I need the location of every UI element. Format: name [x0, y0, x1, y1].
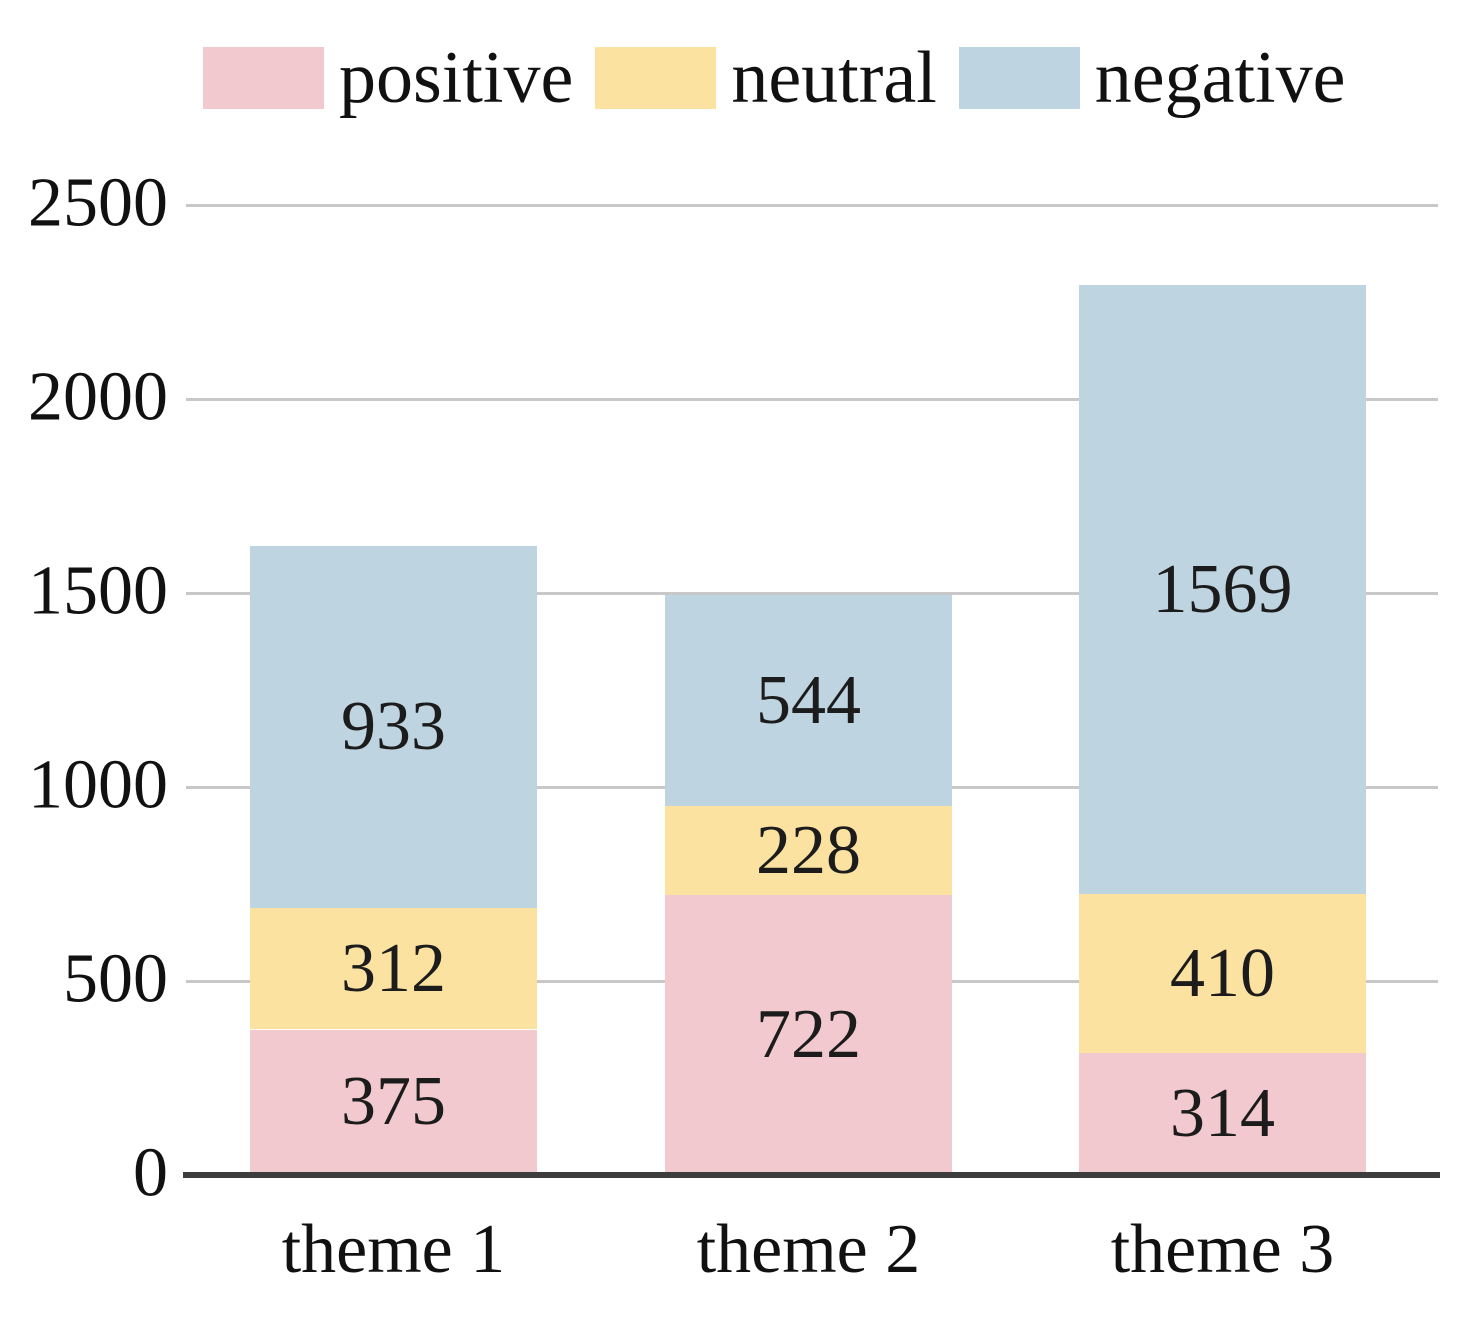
- bar-segment-positive: [250, 1029, 537, 1175]
- bar-value-label: 314: [1170, 1075, 1275, 1153]
- legend-item-negative: negative: [958, 37, 1346, 119]
- x-axis-category-label: theme 2: [696, 1211, 921, 1288]
- bar-value-label: 312: [341, 929, 446, 1007]
- bar-segment-neutral: [1079, 894, 1366, 1054]
- bar-segment-negative: [1079, 285, 1366, 895]
- x-axis-line: [183, 1172, 1440, 1178]
- legend-label: negative: [1094, 37, 1346, 119]
- y-axis-tick-label: 1000: [28, 746, 168, 824]
- bar-value-label: 375: [341, 1063, 446, 1141]
- legend-label: neutral: [731, 37, 937, 119]
- bar-value-label: 1569: [1152, 550, 1293, 628]
- bar-segment-neutral: [250, 908, 537, 1030]
- x-axis-category-label: theme 3: [1110, 1211, 1335, 1288]
- bar-segment-neutral: [665, 806, 952, 895]
- bar-value-label: 722: [756, 995, 861, 1073]
- gridline: [186, 203, 1438, 207]
- legend-item-neutral: neutral: [595, 37, 937, 119]
- bar-value-label: 410: [1170, 934, 1275, 1012]
- bar-segment-negative: [250, 546, 537, 909]
- y-axis-tick-label: 1500: [28, 552, 168, 630]
- gridline: [186, 397, 1438, 401]
- legend-item-positive: positive: [203, 41, 573, 115]
- legend: positive neutral negative: [203, 30, 1345, 126]
- y-axis-tick-label: 500: [63, 940, 168, 1018]
- legend-swatch-icon: [595, 47, 717, 109]
- gridline: [186, 591, 1438, 595]
- bar-value-label: 933: [341, 688, 446, 766]
- legend-swatch-icon: [958, 47, 1080, 109]
- y-axis-tick-label: 2500: [28, 164, 168, 242]
- bar-value-label: 228: [756, 811, 861, 889]
- bar-segment-positive: [1079, 1053, 1366, 1175]
- bar-segment-negative: [665, 595, 952, 807]
- y-axis-tick-label: 0: [133, 1134, 168, 1212]
- bar-value-label: 544: [756, 661, 861, 739]
- y-axis-tick-label: 2000: [28, 358, 168, 436]
- legend-swatch-icon: [203, 47, 324, 109]
- x-axis-category-label: theme 1: [281, 1211, 506, 1288]
- bar-segment-positive: [665, 894, 952, 1175]
- legend-label: positive: [339, 37, 574, 119]
